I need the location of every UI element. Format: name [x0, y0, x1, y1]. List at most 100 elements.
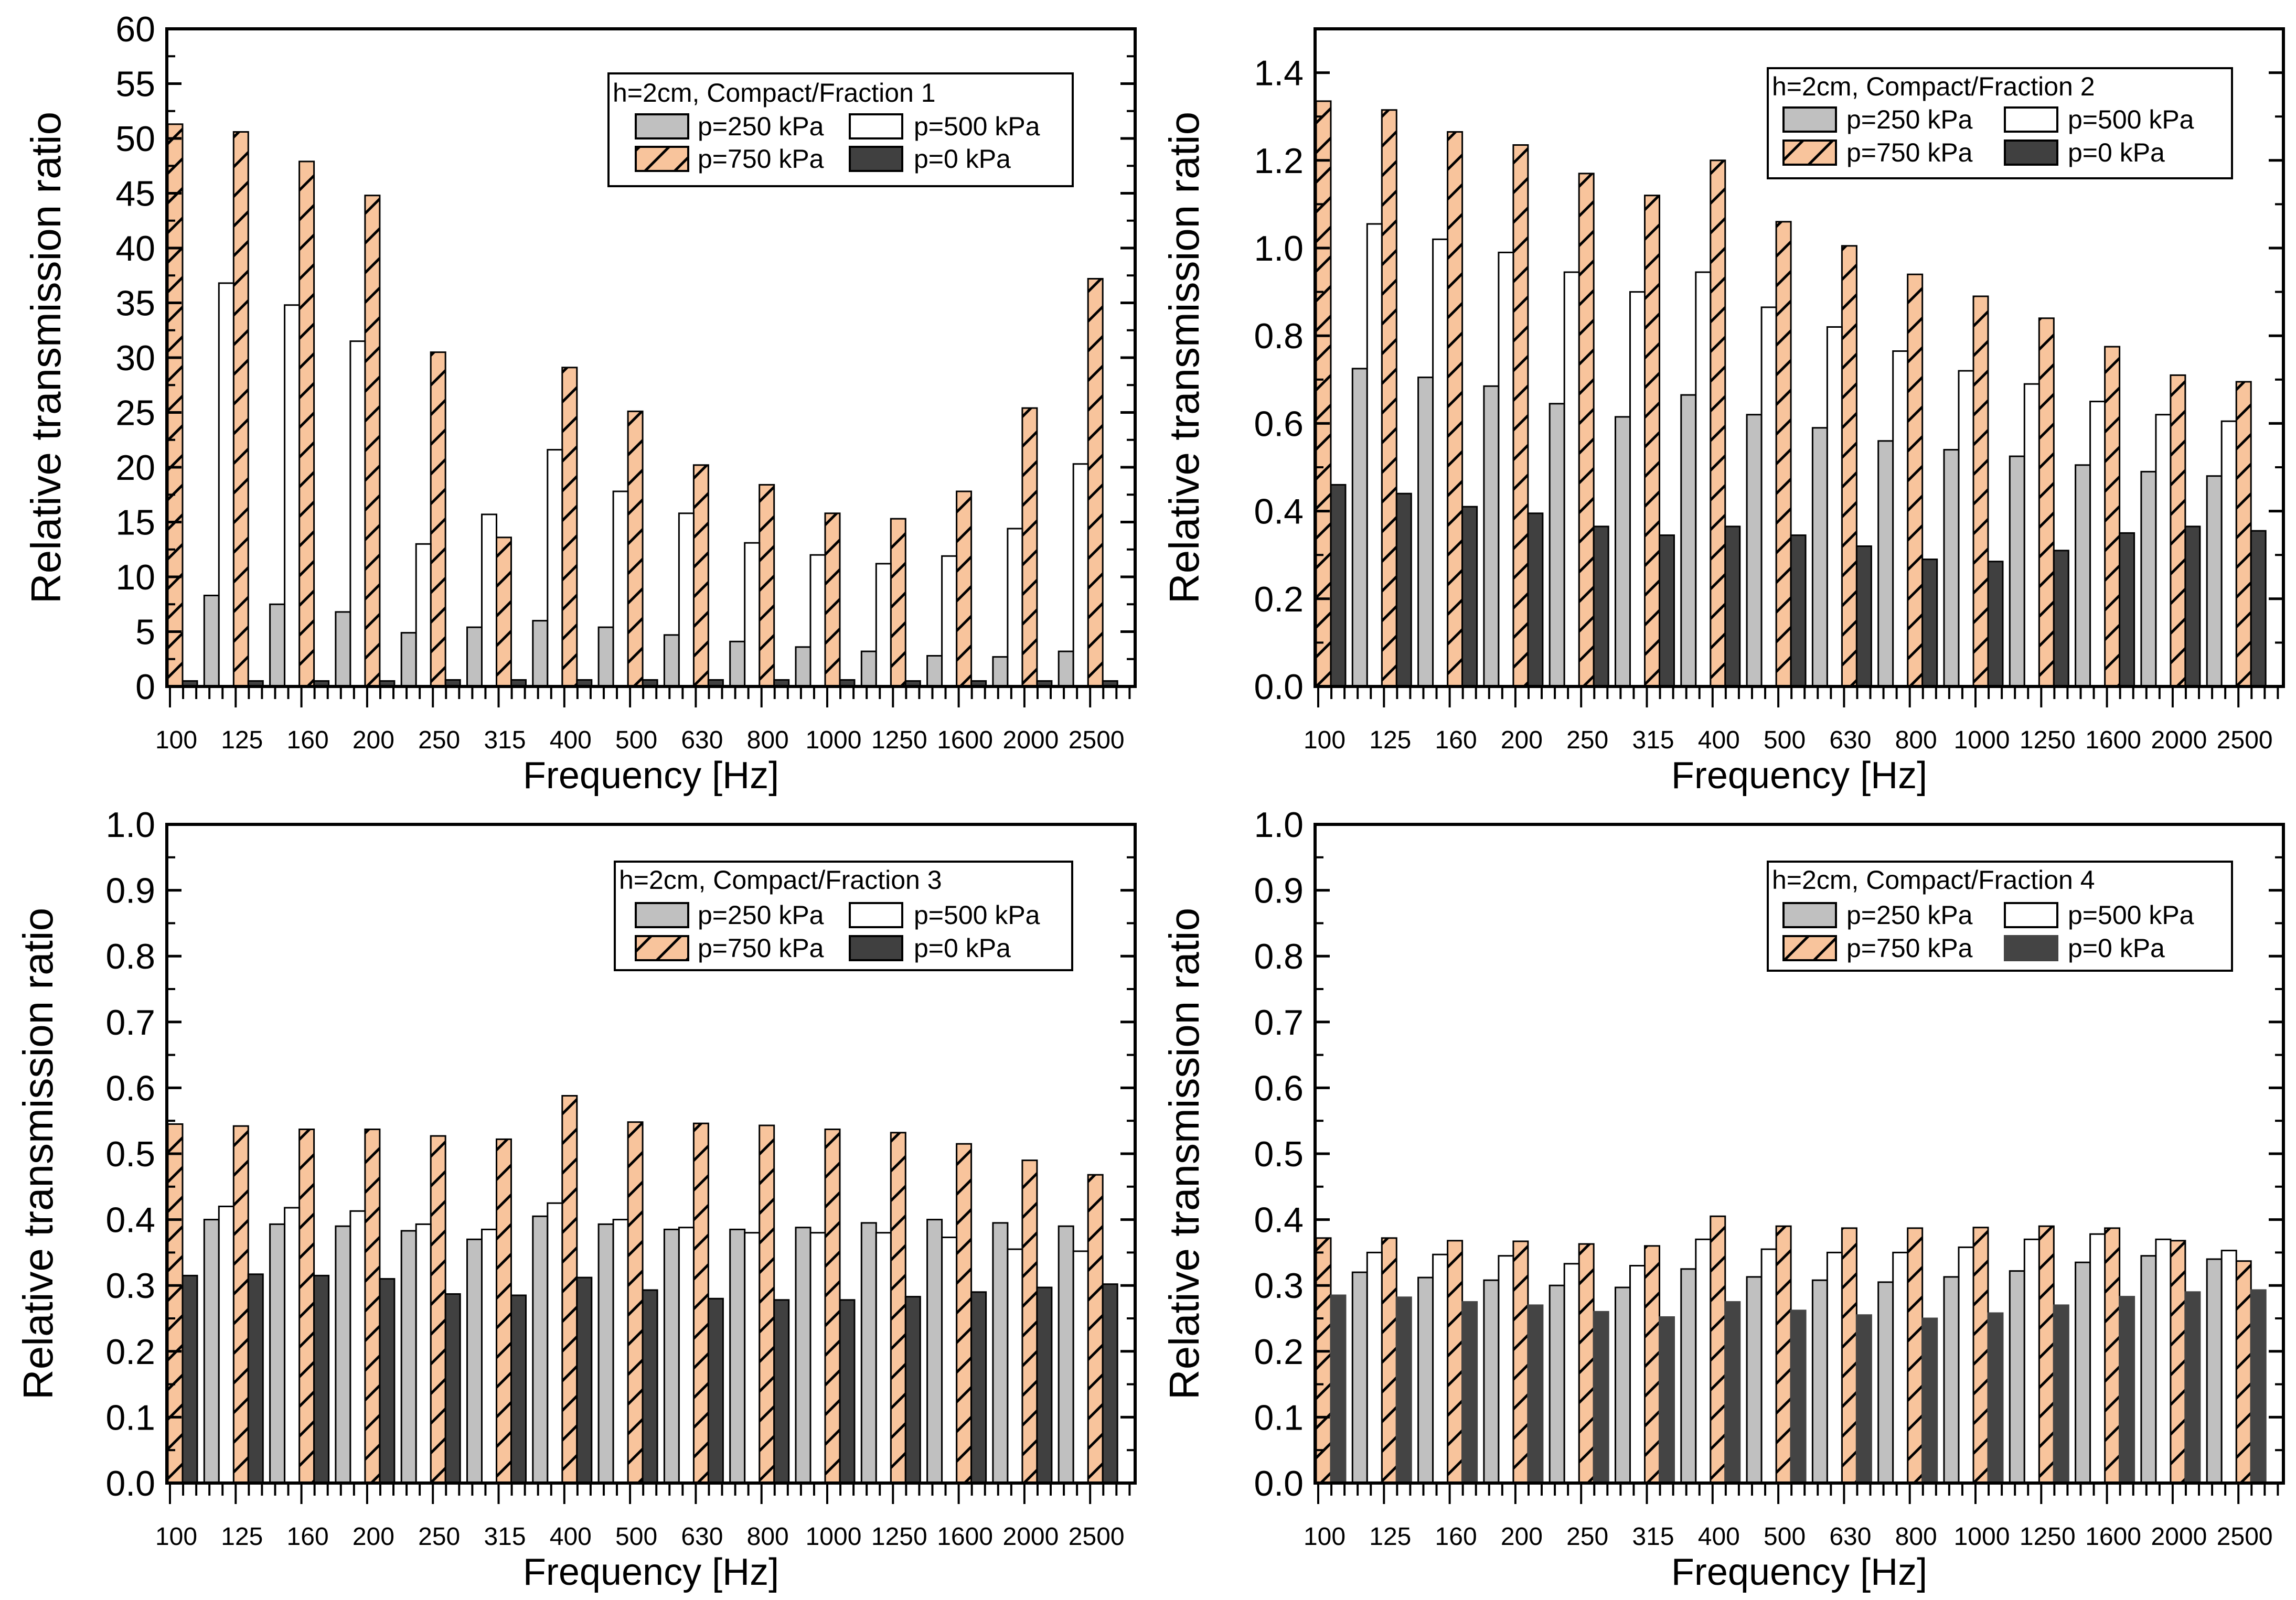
bar-p500-2500: [2220, 420, 2237, 688]
x-tick-label: 500: [1764, 1523, 1806, 1551]
legend-label-p750: p=750 kPa: [698, 933, 824, 963]
y-tick-label: 0.2: [105, 1332, 155, 1372]
legend-title: h=2cm, Compact/Fraction 3: [619, 865, 942, 895]
bar-p750-200: [1512, 1240, 1529, 1484]
y-tick-label: 1.4: [1254, 53, 1304, 93]
bars-fraction-2: [1315, 100, 2267, 688]
legend-label-p0: p=0 kPa: [2068, 933, 2165, 963]
x-tick-label: 160: [287, 1523, 329, 1551]
y-tick-label: 0.6: [1254, 1068, 1304, 1108]
y-tick-label: 0.7: [1254, 1003, 1304, 1043]
legend-swatch-p0: [2004, 139, 2058, 166]
bar-p500-200: [1498, 251, 1514, 688]
bar-p250-500: [597, 1223, 614, 1484]
x-tick-label: 800: [1895, 726, 1937, 754]
x-tick-label: 125: [221, 726, 263, 754]
y-tick-label: 0.6: [105, 1068, 155, 1108]
bar-p250-630: [1811, 1279, 1828, 1484]
bar-p250-250: [400, 632, 417, 688]
bar-p0-2500: [2250, 1289, 2267, 1484]
legend-label-p0: p=0 kPa: [2068, 138, 2165, 167]
bar-p250-200: [335, 1225, 351, 1484]
legend-label-p0: p=0 kPa: [914, 144, 1011, 174]
bar-p0-100: [1330, 484, 1347, 688]
y-tick-label: 1.0: [1254, 229, 1304, 269]
bar-p0-1250: [2053, 1304, 2069, 1484]
bar-p750-2000: [1021, 1159, 1038, 1484]
bar-p750-800: [1907, 1227, 1924, 1484]
x-tick-label: 160: [1435, 1523, 1477, 1551]
x-tick-label: 315: [1632, 1523, 1674, 1551]
bar-p500-1250: [875, 1232, 892, 1484]
legend-title: h=2cm, Compact/Fraction 2: [1772, 72, 2095, 101]
bar-p750-800: [759, 1124, 775, 1484]
y-tick-label: 0.8: [1254, 937, 1304, 976]
plot-frame: [1313, 27, 2285, 688]
bar-p0-125: [1395, 492, 1412, 688]
bar-p250-2000: [2140, 470, 2157, 688]
bar-p500-1600: [941, 1237, 958, 1484]
bar-p0-315: [1659, 534, 1675, 688]
x-tick-label: 630: [1829, 726, 1871, 754]
bar-p250-315: [1615, 1286, 1631, 1484]
y-tick-label: 1.0: [105, 805, 155, 845]
legend: h=2cm, Compact/Fraction 3 p=250 kPa p=50…: [614, 861, 1073, 971]
x-tick-label: 500: [615, 726, 657, 754]
bar-p500-630: [1826, 1251, 1843, 1484]
bar-p500-1250: [875, 563, 892, 688]
y-tick-label: 0.3: [1254, 1266, 1304, 1306]
y-tick-label: 1.2: [1254, 141, 1304, 181]
y-tick-label: 35: [115, 284, 155, 324]
bar-p750-125: [1381, 109, 1397, 688]
x-tick-label: 1600: [2085, 726, 2141, 754]
bar-p500-315: [481, 513, 497, 688]
bar-p0-400: [1724, 1301, 1741, 1484]
bar-p250-2000: [992, 656, 1009, 688]
bar-p250-315: [466, 1238, 483, 1484]
bar-p250-250: [1549, 403, 1565, 688]
y-tick-label: 0.9: [1254, 871, 1304, 911]
legend-label-p750: p=750 kPa: [1846, 933, 1973, 963]
legend-swatch-p250: [1782, 902, 1837, 928]
bar-p750-250: [430, 1135, 446, 1484]
bar-p500-2000: [1007, 1248, 1023, 1484]
legend-swatch-p250: [635, 113, 689, 139]
legend-swatch-p250: [635, 902, 689, 928]
bar-p250-2500: [2206, 1258, 2223, 1484]
x-tick-label: 250: [418, 726, 460, 754]
y-tick-label: 0.6: [1254, 404, 1304, 444]
bar-p750-160: [1447, 131, 1464, 688]
bar-p0-160: [313, 1274, 330, 1484]
y-tick-label: 0.4: [105, 1200, 155, 1240]
bar-p0-630: [1855, 545, 1872, 688]
bar-p750-400: [1710, 1215, 1726, 1484]
bar-p250-200: [335, 611, 351, 688]
bar-p250-400: [532, 620, 549, 688]
y-axis-title: Relative transmission ratio: [1161, 112, 1208, 604]
bar-p250-160: [1417, 1276, 1434, 1484]
bar-p750-315: [1644, 195, 1660, 688]
y-tick-label: 25: [115, 393, 155, 433]
bar-p500-400: [1695, 1238, 1712, 1484]
panel-fraction-3: 0.0 0.1 0.2 0.3 0.4 0.5 0.6 0.7 0.8 0.9 1.0 100 125 1…: [15, 805, 1137, 1593]
bar-p500-500: [612, 490, 629, 688]
bar-p750-400: [561, 1095, 578, 1484]
x-tick-label: 2000: [1003, 726, 1059, 754]
y-tick-label: 0.0: [1254, 1464, 1304, 1504]
bar-p0-1250: [904, 1296, 921, 1484]
bar-p500-400: [1695, 271, 1712, 688]
bar-p500-1000: [809, 1232, 826, 1484]
legend-label-p250: p=250 kPa: [1846, 105, 1973, 134]
legend: h=2cm, Compact/Fraction 2 p=250 kPa p=50…: [1767, 67, 2233, 179]
bar-p0-1000: [839, 1299, 856, 1484]
x-tick-label: 1250: [871, 1523, 927, 1551]
bar-p750-315: [1644, 1245, 1660, 1484]
bar-p0-315: [510, 1294, 527, 1484]
bar-p0-160: [1461, 506, 1478, 688]
legend-box: [614, 861, 1073, 971]
x-tick-label: 500: [615, 1523, 657, 1551]
legend-swatch-p0: [849, 935, 903, 961]
x-axis-title: Frequency [Hz]: [523, 755, 779, 797]
x-tick-label: 2000: [2151, 726, 2207, 754]
bar-p250-500: [597, 626, 614, 688]
